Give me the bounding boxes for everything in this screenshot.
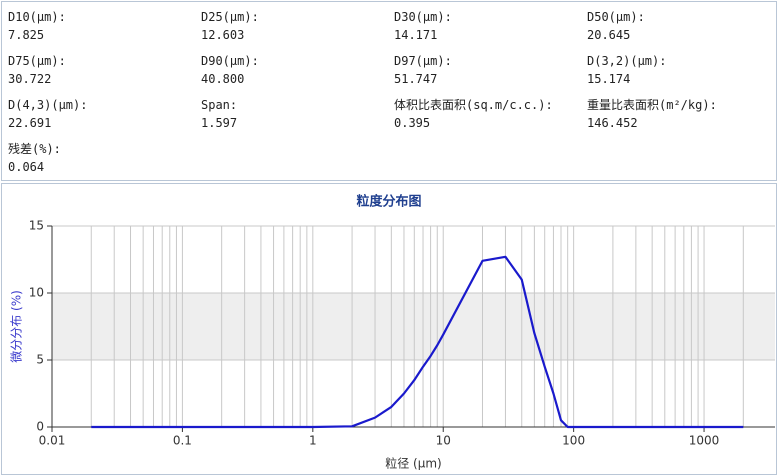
x-tick-label: 100 — [562, 434, 585, 448]
x-tick-label: 0.01 — [39, 434, 66, 448]
stat-label: 重量比表面积(m²/kg): — [587, 98, 717, 112]
stat-value: 12.603 — [201, 28, 245, 42]
stat-value: 22.691 — [8, 116, 52, 130]
stat-label: D(3,2)(μm): — [587, 54, 667, 68]
stat-value: 51.747 — [394, 72, 438, 86]
y-axis-label: 微分分布 (%) — [10, 290, 24, 363]
band — [52, 293, 775, 360]
stat-value: 15.174 — [587, 72, 631, 86]
stat-label: 体积比表面积(sq.m/c.c.): — [394, 98, 553, 112]
chart: 粒度分布图 0 5 10 15 0.01 0.1 1 10 100 1000 粒径 (μm) 微分分布… — [1, 183, 777, 475]
stat-label: D10(μm): — [8, 10, 66, 24]
stat-value: 146.452 — [587, 116, 638, 130]
x-axis-label: 粒径 (μm) — [385, 456, 442, 471]
x-tick-label: 0.1 — [173, 434, 192, 448]
x-tick-label: 1000 — [689, 434, 720, 448]
stat-value: 30.722 — [8, 72, 52, 86]
x-tick-label: 1 — [309, 434, 317, 448]
stat-value: 20.645 — [587, 28, 631, 42]
stat-label: 残差(%): — [8, 142, 61, 156]
stat-label: D90(μm): — [201, 54, 259, 68]
stat-value: 1.597 — [201, 116, 238, 130]
x-tick-label: 10 — [436, 434, 451, 448]
stat-label: D50(μm): — [587, 10, 645, 24]
data-line — [91, 255, 744, 429]
stat-value: 40.800 — [201, 72, 245, 86]
y-tick-label: 15 — [29, 219, 44, 233]
stat-label: Span: — [201, 98, 238, 112]
stat-value: 7.825 — [8, 28, 45, 42]
stat-label: D75(μm): — [8, 54, 66, 68]
stats-panel: D10(μm): 7.825 D25(μm): 12.603 D30(μm): 14.17… — [1, 1, 777, 181]
chart-title: 粒度分布图 — [356, 194, 421, 210]
y-tick-label: 5 — [36, 353, 44, 367]
stat-label: D25(μm): — [201, 10, 259, 24]
y-tick-label: 10 — [29, 286, 44, 300]
stat-label: D(4,3)(μm): — [8, 98, 88, 112]
stat-label: D97(μm): — [394, 54, 452, 68]
y-tick-label: 0 — [36, 420, 44, 434]
stat-value: 0.064 — [8, 160, 45, 174]
stat-value: 0.395 — [394, 116, 431, 130]
stat-value: 14.171 — [394, 28, 438, 42]
stat-label: D30(μm): — [394, 10, 452, 24]
